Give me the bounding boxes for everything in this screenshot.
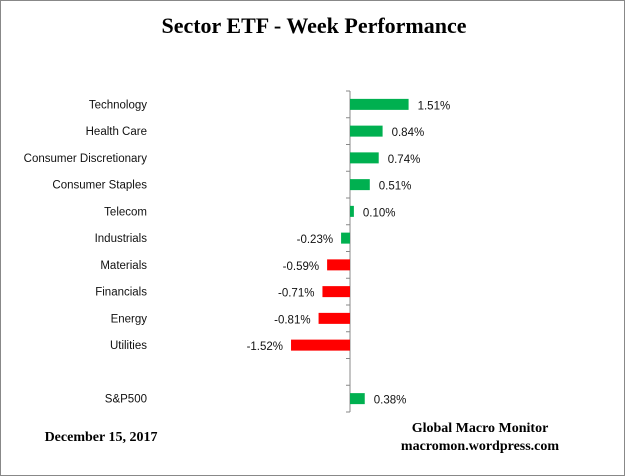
category-label: S&P500 [105, 394, 147, 406]
source-url: macromon.wordpress.com [401, 439, 559, 454]
data-label: -0.23% [297, 234, 333, 246]
data-label: 1.51% [418, 100, 451, 112]
data-label: 0.38% [374, 395, 407, 407]
bar [350, 98, 409, 110]
data-label: 0.74% [388, 154, 421, 166]
data-label: 0.10% [363, 207, 396, 219]
category-label: Materials [100, 260, 147, 272]
bar [318, 312, 350, 324]
bar [291, 339, 350, 351]
source-name: Global Macro Monitor [412, 421, 549, 436]
bar [322, 286, 350, 298]
chart-title: Sector ETF - Week Performance [161, 13, 466, 38]
bar [327, 259, 350, 271]
category-label: Technology [89, 99, 147, 111]
bar [350, 125, 383, 137]
category-label: Consumer Discretionary [24, 153, 148, 165]
data-label: 0.84% [392, 127, 425, 139]
bar [350, 393, 365, 405]
category-label: Consumer Staples [52, 180, 147, 192]
bar [350, 152, 379, 164]
category-label: Telecom [104, 206, 147, 218]
bar [350, 205, 354, 217]
category-label: Energy [111, 313, 148, 325]
data-label: -0.71% [278, 288, 314, 300]
category-label: Utilities [110, 340, 147, 352]
bar [341, 232, 350, 244]
category-label: Health Care [86, 126, 147, 138]
bar [350, 179, 370, 191]
data-label: -0.81% [274, 314, 310, 326]
data-label: -0.59% [283, 261, 319, 273]
data-label: 0.51% [379, 181, 412, 193]
data-label: -1.52% [247, 341, 283, 353]
category-label: Industrials [95, 233, 148, 245]
category-label: Financials [95, 287, 147, 299]
date-label: December 15, 2017 [45, 430, 158, 445]
